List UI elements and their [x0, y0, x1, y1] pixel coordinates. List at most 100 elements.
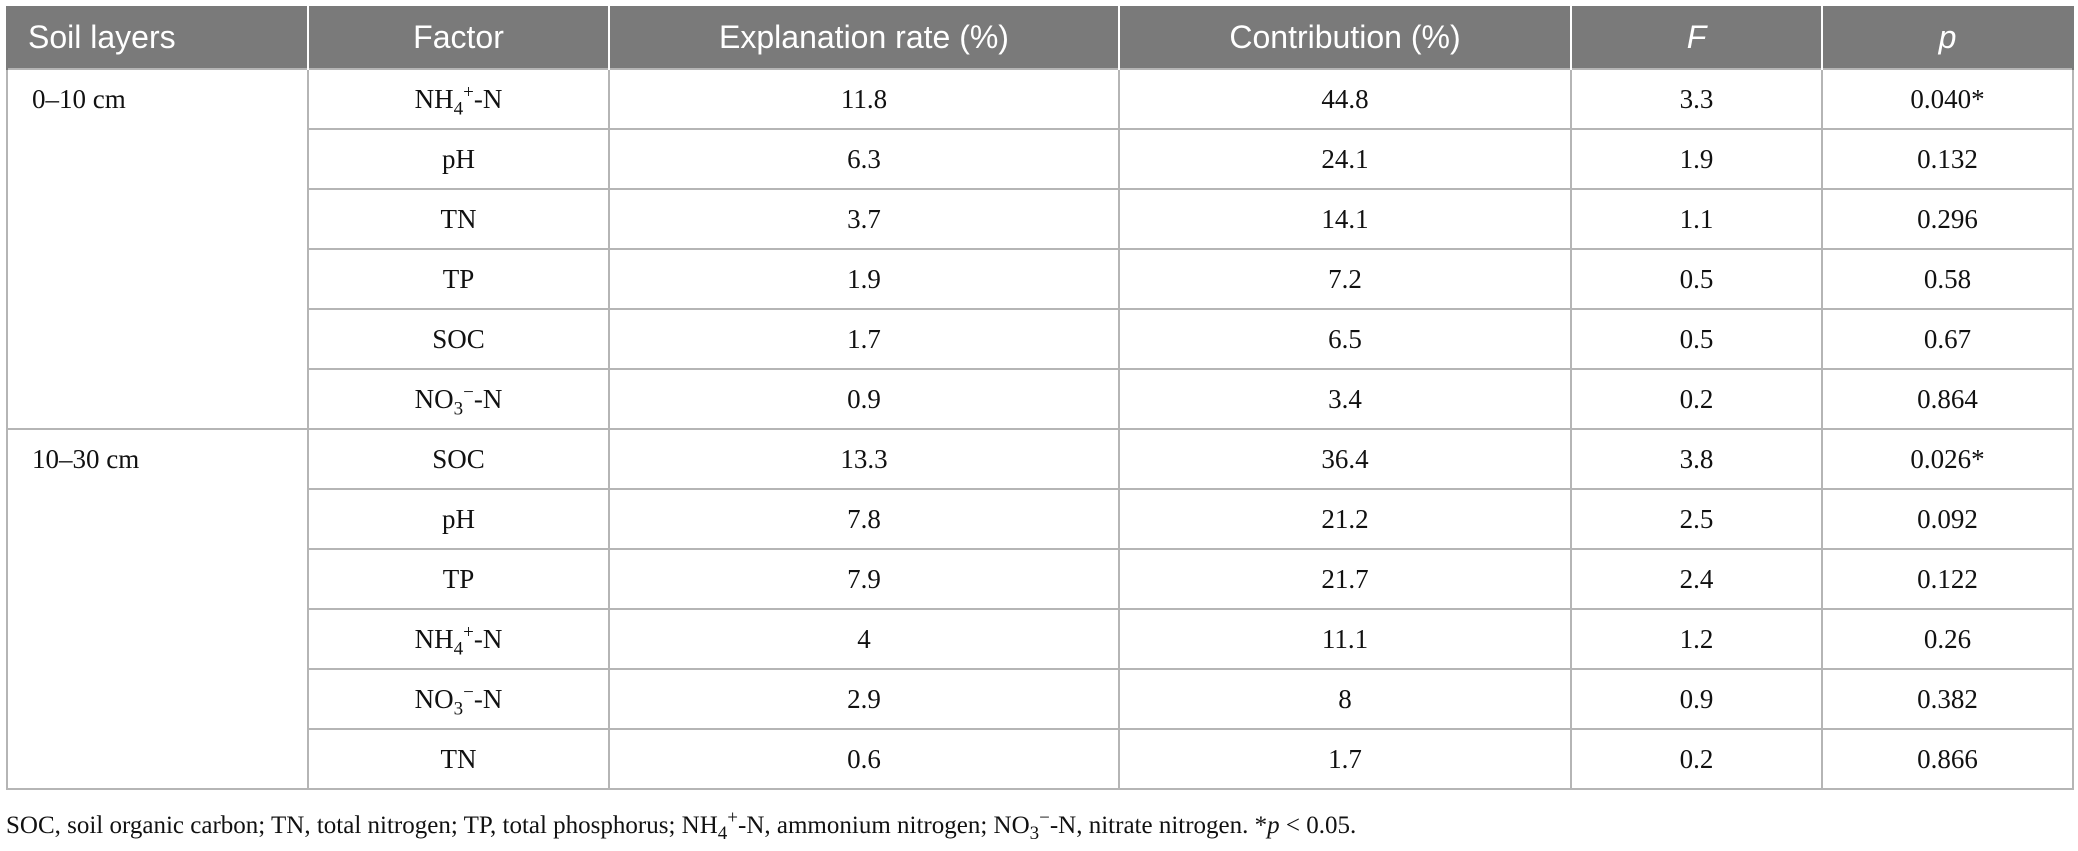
explanation-rate-cell: 1.9 — [608, 248, 1120, 310]
factor-base: TP — [442, 263, 475, 294]
factor-cell: NO3−-N — [307, 368, 610, 430]
f-value-cell: 0.5 — [1570, 248, 1823, 310]
contribution-cell: 11.1 — [1118, 608, 1572, 670]
footnote-nh-sub: 4 — [717, 823, 728, 844]
factor-sup: − — [463, 381, 474, 403]
contribution-cell: 24.1 — [1118, 128, 1572, 190]
table-row: 10–30 cm SOC 13.3 36.4 3.8 0.026* — [6, 428, 2074, 790]
contribution-cell: 44.8 — [1118, 68, 1572, 130]
factor-base: pH — [442, 143, 475, 174]
p-value-cell: 0.866 — [1821, 728, 2074, 790]
factor-cell: NH4+-N — [307, 68, 610, 130]
footnote-part4: < 0.05. — [1279, 812, 1357, 839]
contribution-cell: 3.4 — [1118, 368, 1572, 430]
data-table-container: Soil layers Factor Explanation rate (%) … — [6, 6, 2074, 790]
explanation-rate-cell: 11.8 — [608, 68, 1120, 130]
f-value-cell: 1.2 — [1570, 608, 1823, 670]
factor-base: TN — [440, 203, 477, 234]
factor-base: NO — [414, 383, 454, 414]
explanation-rate-cell: 2.9 — [608, 668, 1120, 730]
table-row: TP 1.9 7.2 0.5 0.58 — [7, 248, 2074, 310]
explanation-rate-cell: 7.8 — [608, 488, 1120, 550]
factor-base: NH — [414, 83, 454, 114]
factor-cell: TN — [307, 728, 610, 790]
p-value-cell: 0.296 — [1821, 188, 2074, 250]
contribution-cell: 14.1 — [1118, 188, 1572, 250]
factor-cell: TN — [307, 188, 610, 250]
explanation-rate-cell: 0.6 — [608, 728, 1120, 790]
contribution-cell: 8 — [1118, 668, 1572, 730]
explanation-rate-cell: 4 — [608, 608, 1120, 670]
p-value-cell: 0.040* — [1821, 68, 2074, 130]
factor-base: NO — [414, 683, 454, 714]
table-footnote: SOC, soil organic carbon; TN, total nitr… — [6, 809, 2072, 843]
header-soil-layers: Soil layers — [6, 6, 309, 69]
f-value-cell: 0.2 — [1570, 368, 1823, 430]
factor-sub: 4 — [453, 97, 464, 119]
footnote-no-sub: 3 — [1029, 823, 1040, 844]
footnote-nh-sup: + — [727, 807, 738, 829]
factor-cell: NO3−-N — [307, 668, 610, 730]
p-value-cell: 0.58 — [1821, 248, 2074, 310]
contribution-cell: 36.4 — [1118, 428, 1572, 490]
factor-sup: + — [463, 81, 474, 103]
factor-base: pH — [442, 503, 475, 534]
data-table: Soil layers Factor Explanation rate (%) … — [6, 6, 2074, 790]
p-value-cell: 0.132 — [1821, 128, 2074, 190]
factor-sub: 4 — [453, 637, 464, 659]
f-value-cell: 3.3 — [1570, 68, 1823, 130]
factor-tail: -N — [473, 623, 503, 654]
contribution-cell: 6.5 — [1118, 308, 1572, 370]
table-row: pH 7.8 21.2 2.5 0.092 — [7, 488, 2074, 550]
factor-base: SOC — [432, 323, 485, 354]
explanation-rate-cell: 7.9 — [608, 548, 1120, 610]
contribution-cell: 7.2 — [1118, 248, 1572, 310]
factor-tail: -N — [473, 383, 503, 414]
footnote-star: * — [1254, 812, 1268, 839]
contribution-cell: 1.7 — [1118, 728, 1572, 790]
f-value-cell: 1.1 — [1570, 188, 1823, 250]
table-row: pH 6.3 24.1 1.9 0.132 — [7, 128, 2074, 190]
p-value-cell: 0.67 — [1821, 308, 2074, 370]
header-row: Soil layers Factor Explanation rate (%) … — [6, 6, 2074, 69]
factor-base: NH — [414, 623, 454, 654]
table-row: NH4+-N 4 11.1 1.2 0.26 — [7, 608, 2074, 670]
p-value-cell: 0.26 — [1821, 608, 2074, 670]
f-value-cell: 1.9 — [1570, 128, 1823, 190]
f-value-cell: 0.2 — [1570, 728, 1823, 790]
factor-tail: -N — [473, 683, 503, 714]
factor-cell: pH — [307, 128, 610, 190]
table-row: TN 0.6 1.7 0.2 0.866 — [7, 728, 2074, 790]
header-contribution: Contribution (%) — [1118, 6, 1572, 69]
p-value-cell: 0.382 — [1821, 668, 2074, 730]
contribution-cell: 21.7 — [1118, 548, 1572, 610]
factor-sub: 3 — [453, 397, 464, 419]
soil-layer-cell: 10–30 cm — [6, 428, 309, 790]
table-row: NO3−-N 2.9 8 0.9 0.382 — [7, 668, 2074, 730]
factor-cell: TP — [307, 248, 610, 310]
explanation-rate-cell: 0.9 — [608, 368, 1120, 430]
factor-cell: SOC — [307, 308, 610, 370]
factor-sub: 3 — [453, 697, 464, 719]
contribution-cell: 21.2 — [1118, 488, 1572, 550]
header-f: F — [1570, 6, 1823, 69]
factor-sup: − — [463, 681, 474, 703]
f-value-cell: 2.4 — [1570, 548, 1823, 610]
f-value-cell: 3.8 — [1570, 428, 1823, 490]
footnote-part2: -N, ammonium nitrogen; NO — [738, 812, 1030, 839]
p-value-cell: 0.092 — [1821, 488, 2074, 550]
factor-base: TN — [440, 743, 477, 774]
factor-cell: SOC — [307, 428, 610, 490]
table-row: NO3−-N 0.9 3.4 0.2 0.864 — [7, 368, 2074, 430]
explanation-rate-cell: 1.7 — [608, 308, 1120, 370]
header-factor: Factor — [307, 6, 610, 69]
table-row: 0–10 cm NH4+-N 11.8 44.8 3.3 0.040* — [6, 68, 2074, 430]
footnote-part1: SOC, soil organic carbon; TN, total nitr… — [6, 812, 718, 839]
p-value-cell: 0.026* — [1821, 428, 2074, 490]
footnote-no-sup: − — [1039, 807, 1050, 829]
soil-layer-cell: 0–10 cm — [6, 68, 309, 430]
table-row: TN 3.7 14.1 1.1 0.296 — [7, 188, 2074, 250]
explanation-rate-cell: 3.7 — [608, 188, 1120, 250]
table-row: SOC 1.7 6.5 0.5 0.67 — [7, 308, 2074, 370]
factor-base: SOC — [432, 443, 485, 474]
